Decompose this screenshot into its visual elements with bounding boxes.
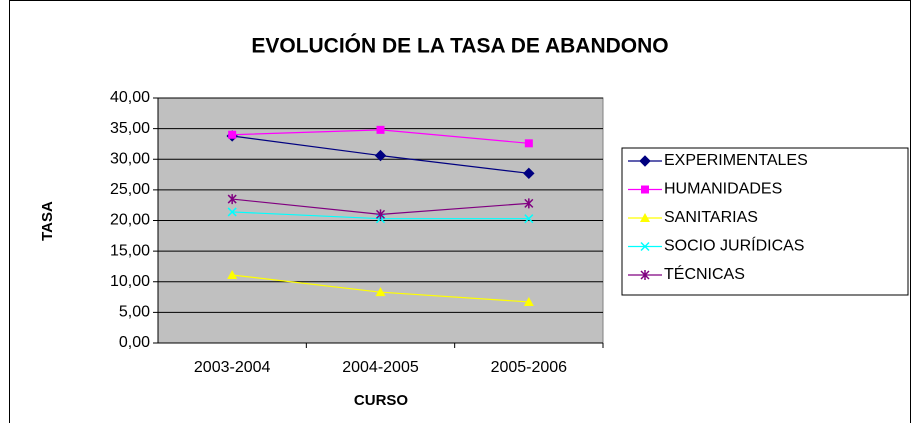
marker (227, 194, 237, 205)
marker (524, 198, 534, 209)
marker (524, 214, 534, 224)
x-axis-label: CURSO (354, 392, 409, 409)
y-tick-label: 5,00 (119, 304, 150, 321)
marker (639, 155, 651, 167)
marker (524, 139, 533, 148)
y-tick-label: 35,00 (110, 120, 150, 137)
y-tick-label: 40,00 (110, 89, 150, 106)
marker (375, 209, 386, 220)
x-tick-label: 2004-2005 (342, 359, 419, 376)
marker (227, 270, 238, 280)
marker (640, 241, 650, 252)
legend-label: HUMANIDADES (664, 181, 782, 198)
marker (228, 130, 237, 139)
y-tick-label: 30,00 (110, 150, 150, 167)
marker (375, 287, 386, 297)
marker (640, 270, 650, 280)
y-tick-label: 20,00 (110, 212, 150, 229)
x-tick-label: 2005-2006 (491, 359, 568, 376)
marker (523, 296, 534, 306)
chart-title: EVOLUCIÓN DE LA TASA DE ABANDONO (251, 34, 668, 58)
x-tick-label: 2003-2004 (194, 359, 271, 376)
marker (523, 167, 535, 180)
y-tick-label: 15,00 (110, 242, 150, 259)
y-axis-label: TASA (39, 201, 56, 241)
y-tick-label: 10,00 (110, 273, 150, 290)
marker (376, 125, 385, 134)
legend-box (621, 147, 909, 296)
y-tick-label: 0,00 (119, 334, 150, 351)
marker (374, 149, 387, 162)
legend-label: SANITARIAS (664, 209, 758, 226)
y-tick-label: 25,00 (110, 181, 150, 198)
legend-label: EXPERIMENTALES (664, 152, 808, 169)
marker (227, 207, 237, 217)
legend-label: SOCIO JURÍDICAS (664, 236, 804, 255)
legend-label: TÉCNICAS (664, 264, 745, 283)
marker (641, 185, 649, 194)
marker (640, 213, 650, 222)
